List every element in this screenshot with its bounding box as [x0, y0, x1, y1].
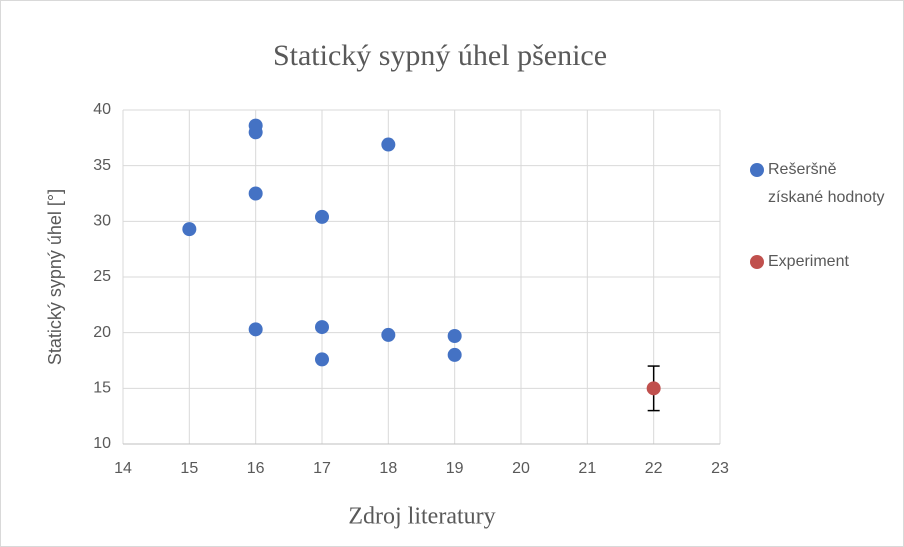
point	[248, 186, 263, 201]
legend-label: Rešeršně získané hodnoty	[768, 161, 885, 206]
x-tick-label: 16	[247, 460, 265, 477]
x-tick-label: 17	[313, 460, 331, 477]
x-tick-label: 15	[180, 460, 198, 477]
legend-marker	[750, 255, 764, 269]
point	[381, 327, 396, 342]
y-tick-label: 20	[93, 324, 111, 341]
y-tick-label: 10	[93, 435, 111, 452]
x-tick-label: 19	[446, 460, 464, 477]
x-tick-label: 21	[578, 460, 596, 477]
point	[646, 381, 661, 396]
y-tick-label: 40	[93, 101, 111, 118]
y-axis-title: Statický sypný úhel [°]	[45, 189, 65, 365]
x-tick-label: 23	[711, 460, 729, 477]
point	[315, 352, 329, 367]
point	[248, 322, 263, 337]
point	[447, 347, 462, 362]
legend-label: Experiment	[768, 253, 849, 270]
y-tick-label: 35	[93, 157, 111, 174]
point	[315, 209, 329, 224]
y-tick-label: 25	[93, 268, 111, 285]
point	[182, 222, 197, 237]
chart-title: Statický sypný úhel pšenice	[273, 39, 607, 72]
point	[381, 137, 396, 152]
y-tick-label: 15	[93, 380, 111, 397]
x-axis-title: Zdroj literatury	[348, 504, 495, 530]
x-tick-label: 18	[379, 460, 397, 477]
point	[447, 329, 462, 344]
x-tick-label: 14	[114, 460, 132, 477]
legend-marker	[750, 163, 764, 177]
point	[248, 125, 263, 140]
x-tick-label: 20	[512, 460, 530, 477]
x-tick-label: 22	[645, 460, 663, 477]
point	[315, 320, 329, 335]
y-tick-label: 30	[93, 213, 111, 230]
